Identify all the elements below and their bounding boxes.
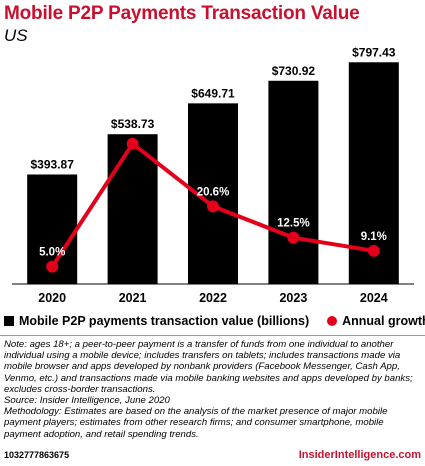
legend-bar-swatch bbox=[4, 316, 14, 326]
bar-value-label-2024: $797.43 bbox=[352, 45, 396, 59]
growth-label-2020: 5.0% bbox=[39, 247, 65, 259]
chart-subtitle: US bbox=[4, 26, 28, 45]
x-tick-label-2022: 2022 bbox=[199, 291, 227, 305]
growth-label-2021: 36.8% bbox=[116, 124, 149, 136]
bar-2023 bbox=[268, 80, 319, 284]
chart-area: 5.0% 36.8% 20.6% 12.5% 9.1% $393.87 2020 $538.… bbox=[12, 45, 414, 305]
legend-bar-label: Mobile P2P payments transaction value (b… bbox=[19, 314, 310, 328]
x-tick-label-2024: 2024 bbox=[360, 291, 388, 305]
divider bbox=[0, 335, 425, 336]
chart-notes: Note: ages 18+; a peer-to-peer payment i… bbox=[4, 339, 422, 440]
growth-point-2022 bbox=[207, 200, 219, 213]
legend-line-label: Annual growth bbox=[342, 314, 425, 328]
growth-label-2023: 12.5% bbox=[277, 218, 310, 230]
chart-id: 1032777863675 bbox=[4, 450, 70, 460]
growth-point-2023 bbox=[287, 231, 300, 244]
x-tick-label-2021: 2021 bbox=[119, 291, 147, 305]
growth-point-2020 bbox=[46, 260, 59, 273]
bar-value-label-2022: $649.71 bbox=[191, 86, 235, 100]
x-tick-label-2020: 2020 bbox=[38, 291, 66, 305]
bar-value-label-2021: $538.73 bbox=[111, 117, 155, 131]
legend-item-bars: Mobile P2P payments transaction value (b… bbox=[4, 314, 309, 328]
bar-value-label-2020: $393.87 bbox=[31, 157, 75, 171]
x-tick-label-2023: 2023 bbox=[279, 291, 307, 305]
legend-dot-swatch bbox=[327, 316, 338, 326]
growth-point-2024 bbox=[367, 244, 380, 257]
growth-label-2024: 9.1% bbox=[361, 231, 387, 243]
note-text: Note: ages 18+; a peer-to-peer payment i… bbox=[4, 339, 413, 395]
brand-logo-text: InsiderIntelligence.com bbox=[298, 449, 421, 461]
legend: Mobile P2P payments transaction value (b… bbox=[4, 314, 425, 328]
source-text: Source: Insider Intelligence, June 2020 bbox=[4, 395, 170, 407]
bar-value-label-2023: $730.92 bbox=[272, 64, 316, 78]
chart-title: Mobile P2P Payments Transaction Value bbox=[4, 3, 360, 24]
legend-item-line: Annual growth bbox=[327, 314, 425, 328]
growth-label-2022: 20.6% bbox=[197, 186, 230, 198]
methodology-text: Methodology: Estimates are based on the … bbox=[4, 406, 388, 440]
growth-point-2021 bbox=[126, 137, 139, 150]
